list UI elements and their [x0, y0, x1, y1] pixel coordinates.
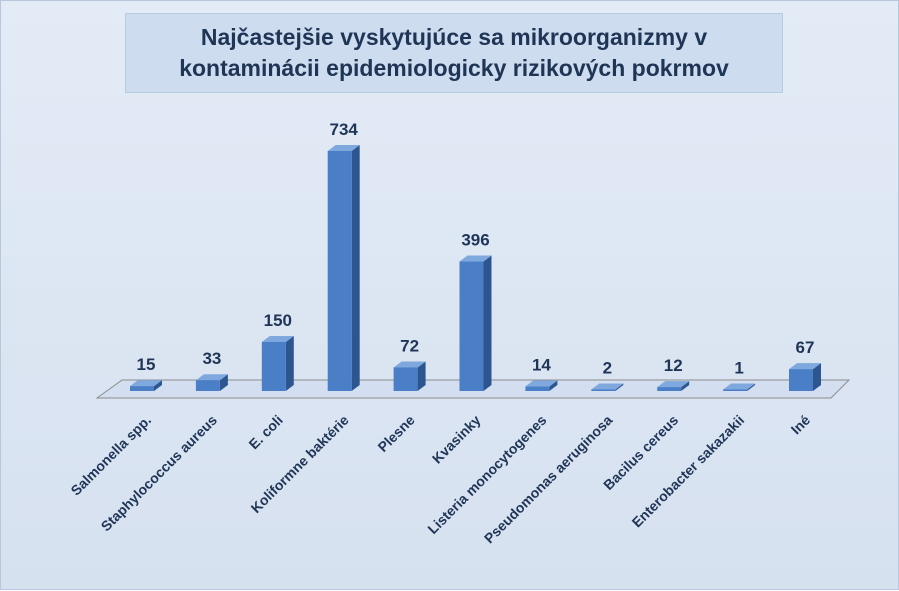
x-tick-label: Listeria monocytogenes — [424, 412, 549, 537]
x-tick-label: Kvasinky — [429, 412, 484, 467]
bar-side — [351, 145, 360, 391]
bar — [327, 151, 352, 391]
bar-top — [261, 335, 294, 342]
x-tick-label: Iné — [787, 412, 813, 438]
x-tick-label: Pseudomonas aeruginosa — [481, 412, 616, 547]
bar — [195, 380, 220, 391]
bar-side — [615, 383, 624, 391]
bar-side — [417, 361, 426, 391]
bar-side — [681, 381, 690, 391]
bar-top — [591, 383, 624, 390]
bar-top — [459, 255, 492, 262]
bar — [393, 367, 418, 391]
bar — [130, 386, 154, 391]
bar-side — [747, 383, 756, 391]
bar — [525, 386, 550, 391]
bar-side — [219, 374, 228, 391]
bar-top — [195, 374, 228, 381]
bar-side — [154, 380, 162, 391]
bar-top — [525, 380, 558, 387]
bar — [459, 261, 484, 391]
bar-side — [813, 363, 821, 391]
chart-title-line-1: Najčastejšie vyskytujúce sa mikroorganiz… — [200, 24, 708, 50]
bar — [657, 387, 682, 391]
data-label: 396 — [461, 231, 489, 250]
data-label: 15 — [137, 355, 156, 374]
data-label: 734 — [330, 120, 359, 139]
chart-title-line-2: kontaminácii epidemiologicky rizikových … — [179, 55, 729, 81]
bar-side — [285, 335, 294, 391]
bar — [789, 369, 813, 391]
bar-top — [723, 383, 756, 390]
bar-side — [483, 255, 492, 391]
bar-top — [657, 381, 690, 388]
data-label: 12 — [664, 356, 683, 375]
data-label: 33 — [202, 349, 221, 368]
data-label: 1 — [734, 359, 743, 378]
bar — [591, 389, 616, 391]
x-tick-label: Plesne — [374, 412, 417, 455]
data-label: 2 — [603, 359, 612, 378]
bar-top — [393, 361, 426, 368]
bar-top — [130, 380, 162, 387]
data-label: 67 — [796, 338, 815, 357]
bar — [723, 389, 748, 391]
x-tick-label: Staphylococcus aureus — [98, 412, 221, 535]
bar-side — [549, 380, 558, 391]
bar-top — [327, 145, 360, 151]
x-tick-label: Enterobacter sakazakii — [629, 412, 748, 531]
data-label: 72 — [400, 336, 419, 355]
data-label: 150 — [264, 311, 292, 330]
bar-top — [789, 363, 821, 370]
data-label: 14 — [532, 355, 551, 374]
x-tick-label: E. coli — [245, 412, 285, 452]
chart-title: Najčastejšie vyskytujúce sa mikroorganiz… — [125, 13, 783, 93]
bar — [261, 341, 286, 391]
